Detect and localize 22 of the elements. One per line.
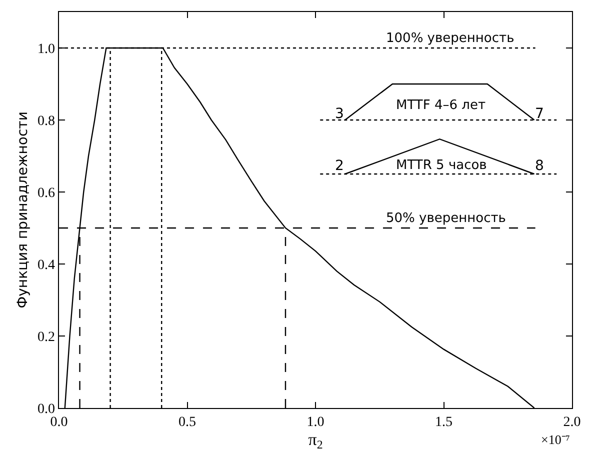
annotation: 3 <box>335 106 344 122</box>
annotation: 7 <box>535 106 544 122</box>
annotation: 50% уверенность <box>386 211 506 226</box>
y-tick-label: 0.6 <box>38 186 56 201</box>
x-tick-label: 1.0 <box>306 414 324 430</box>
x-tick-label: 0.0 <box>50 414 68 430</box>
x-tick-label: 1.5 <box>435 414 452 430</box>
x-axis-title: π$_{2}$ <box>308 430 323 452</box>
x-tick-label: 2.0 <box>563 414 581 430</box>
y-axis-title: Функция принадлежности <box>15 112 32 308</box>
annotation: MTTR 5 часов <box>396 158 487 173</box>
y-tick-label: 1.0 <box>38 42 56 57</box>
y-tick-label: 0.8 <box>38 114 56 129</box>
annotation: 100% уверенность <box>386 31 514 46</box>
y-tick-label: 0.4 <box>38 258 56 273</box>
text: ×10⁻⁷ <box>541 432 570 447</box>
y-tick-label: 0.0 <box>38 402 56 417</box>
annotation: 8 <box>535 158 544 174</box>
annotation: 2 <box>335 158 344 174</box>
annotation: MTTF 4–6 лет <box>396 98 486 113</box>
y-tick-label: 0.2 <box>38 330 56 345</box>
x-tick-label: 0.5 <box>178 414 196 430</box>
